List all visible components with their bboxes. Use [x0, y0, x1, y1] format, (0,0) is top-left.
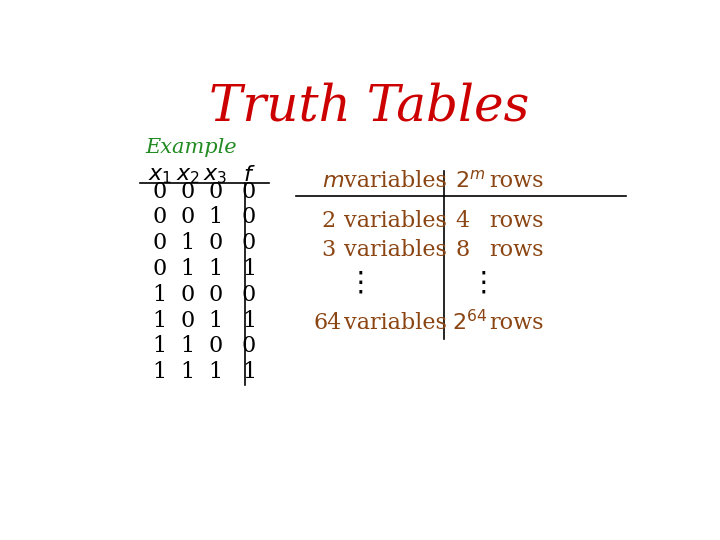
Text: 0: 0 — [242, 232, 256, 254]
Text: $x_1$: $x_1$ — [148, 164, 172, 186]
Text: 1: 1 — [153, 309, 167, 332]
Text: 1: 1 — [242, 361, 256, 383]
Text: $x_3$: $x_3$ — [204, 164, 228, 186]
Text: 1: 1 — [242, 309, 256, 332]
Text: 1: 1 — [181, 361, 194, 383]
Text: 64: 64 — [313, 312, 341, 334]
Text: 0: 0 — [242, 180, 256, 202]
Text: 1: 1 — [209, 361, 222, 383]
Text: 1: 1 — [181, 335, 194, 357]
Text: 0: 0 — [242, 284, 256, 306]
Text: 0: 0 — [242, 335, 256, 357]
Text: 1: 1 — [209, 258, 222, 280]
Text: 1: 1 — [242, 258, 256, 280]
Text: 0: 0 — [208, 335, 222, 357]
Text: 0: 0 — [181, 180, 195, 202]
Text: $x_2$: $x_2$ — [176, 164, 199, 186]
Text: 0: 0 — [181, 309, 195, 332]
Text: 0: 0 — [181, 206, 195, 228]
Text: variables: variables — [344, 210, 447, 232]
Text: 0: 0 — [208, 284, 222, 306]
Text: variables: variables — [344, 170, 447, 192]
Text: 1: 1 — [209, 309, 222, 332]
Text: 0: 0 — [153, 206, 167, 228]
Text: $2^m$: $2^m$ — [456, 170, 486, 192]
Text: 1: 1 — [181, 232, 194, 254]
Text: Truth Tables: Truth Tables — [209, 82, 529, 131]
Text: $\vdots$: $\vdots$ — [346, 269, 364, 296]
Text: 0: 0 — [208, 180, 222, 202]
Text: 1: 1 — [153, 361, 167, 383]
Text: 1: 1 — [153, 284, 167, 306]
Text: rows: rows — [489, 239, 544, 261]
Text: $f$: $f$ — [243, 164, 256, 186]
Text: $2^{64}$: $2^{64}$ — [451, 310, 487, 335]
Text: $m$: $m$ — [322, 170, 343, 192]
Text: 0: 0 — [153, 232, 167, 254]
Text: Example: Example — [145, 138, 238, 158]
Text: 1: 1 — [181, 258, 194, 280]
Text: variables: variables — [344, 312, 447, 334]
Text: 1: 1 — [153, 335, 167, 357]
Text: 2: 2 — [322, 210, 336, 232]
Text: 8: 8 — [456, 239, 469, 261]
Text: $\vdots$: $\vdots$ — [469, 269, 487, 296]
Text: 0: 0 — [153, 258, 167, 280]
Text: 1: 1 — [209, 206, 222, 228]
Text: 4: 4 — [456, 210, 469, 232]
Text: 0: 0 — [208, 232, 222, 254]
Text: 3: 3 — [322, 239, 336, 261]
Text: 0: 0 — [181, 284, 195, 306]
Text: 0: 0 — [242, 206, 256, 228]
Text: rows: rows — [489, 210, 544, 232]
Text: 0: 0 — [153, 180, 167, 202]
Text: variables: variables — [344, 239, 447, 261]
Text: rows: rows — [489, 170, 544, 192]
Text: rows: rows — [489, 312, 544, 334]
